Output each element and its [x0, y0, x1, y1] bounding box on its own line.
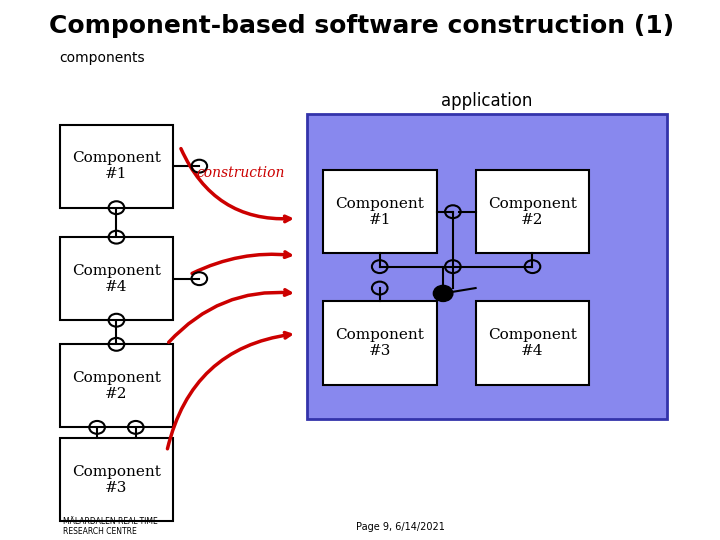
FancyBboxPatch shape: [476, 301, 590, 384]
Text: Component
#4: Component #4: [488, 328, 577, 358]
Text: Component
#3: Component #3: [72, 464, 161, 495]
Text: Component
#1: Component #1: [72, 151, 161, 181]
Text: application: application: [441, 91, 533, 110]
FancyBboxPatch shape: [307, 114, 667, 420]
FancyBboxPatch shape: [60, 237, 174, 320]
Text: Component
#4: Component #4: [72, 264, 161, 294]
FancyBboxPatch shape: [60, 438, 174, 521]
Text: Page 9, 6/14/2021: Page 9, 6/14/2021: [356, 522, 445, 531]
FancyBboxPatch shape: [476, 170, 590, 253]
Text: construction: construction: [196, 166, 284, 180]
FancyBboxPatch shape: [60, 125, 174, 208]
Text: Component-based software construction (1): Component-based software construction (1…: [49, 14, 675, 37]
Text: Component
#2: Component #2: [488, 197, 577, 227]
Text: MÄLARDALEN REAL-TIME
RESEARCH CENTRE: MÄLARDALEN REAL-TIME RESEARCH CENTRE: [63, 517, 158, 536]
Text: Component
#3: Component #3: [336, 328, 424, 358]
Text: components: components: [60, 51, 145, 65]
Text: Component
#2: Component #2: [72, 371, 161, 401]
Text: Component
#1: Component #1: [336, 197, 424, 227]
Circle shape: [433, 285, 453, 301]
FancyBboxPatch shape: [60, 345, 174, 427]
FancyBboxPatch shape: [323, 170, 436, 253]
FancyBboxPatch shape: [323, 301, 436, 384]
